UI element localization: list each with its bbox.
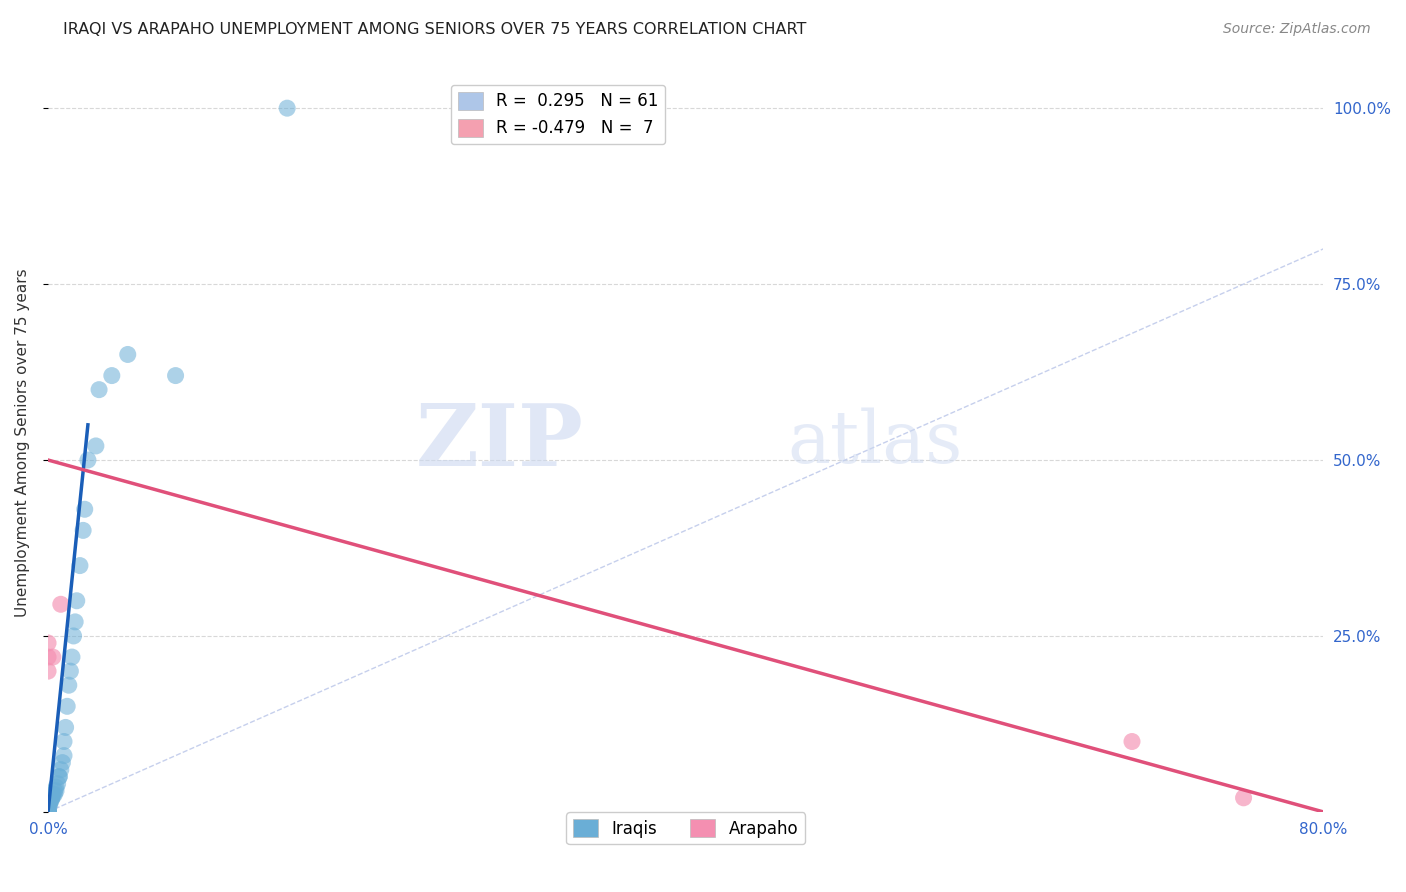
Point (37, 805, 59, 819)
Point (37, 805, 59, 819)
Point (38, 794, 60, 808)
Point (37, 805, 59, 819)
Point (38, 794, 60, 808)
Point (59, 664, 82, 678)
Point (39, 790, 62, 805)
Point (37, 805, 59, 819)
Point (58, 678, 80, 692)
Point (37, 805, 59, 819)
Point (62, 629, 84, 643)
Point (77, 453, 100, 467)
Point (42, 650, 65, 665)
Point (56, 699, 79, 714)
Point (55, 721, 77, 735)
Point (37, 805, 59, 819)
Point (39, 790, 62, 805)
Point (165, 368, 187, 383)
Point (39, 792, 62, 806)
Point (37, 799, 59, 814)
Point (1232, 790, 1254, 805)
Text: atlas: atlas (787, 407, 963, 478)
Point (37, 636, 59, 650)
Point (87, 383, 110, 397)
Point (37, 805, 59, 819)
Point (48, 770, 70, 784)
Point (46, 777, 69, 791)
Point (49, 597, 72, 611)
Point (37, 664, 59, 678)
Text: IRAQI VS ARAPAHO UNEMPLOYMENT AMONG SENIORS OVER 75 YEARS CORRELATION CHART: IRAQI VS ARAPAHO UNEMPLOYMENT AMONG SENI… (63, 22, 807, 37)
Point (39, 793, 62, 807)
Point (45, 780, 67, 795)
Point (51, 756, 73, 770)
Point (53, 748, 76, 763)
Point (37, 805, 59, 819)
Point (60, 650, 83, 665)
Point (73, 502, 96, 516)
Point (38, 797, 60, 811)
Point (101, 368, 124, 383)
Point (53, 734, 76, 748)
Point (38, 797, 60, 812)
Point (37, 805, 59, 819)
Point (72, 524, 94, 538)
Point (37, 801, 59, 815)
Point (49, 763, 72, 777)
Point (44, 787, 66, 801)
Y-axis label: Unemployment Among Seniors over 75 years: Unemployment Among Seniors over 75 years (15, 268, 30, 616)
Point (45, 784, 67, 798)
Text: Source: ZipAtlas.com: Source: ZipAtlas.com (1223, 22, 1371, 37)
Point (276, 101, 298, 115)
Point (37, 805, 59, 819)
Point (37, 805, 59, 819)
Point (48, 770, 70, 784)
Point (37, 650, 59, 665)
Point (42, 787, 65, 801)
Point (44, 784, 66, 798)
Point (37, 805, 59, 819)
Point (37, 801, 59, 815)
Point (69, 558, 91, 573)
Legend: Iraqis, Arapaho: Iraqis, Arapaho (567, 813, 806, 844)
Point (66, 594, 89, 608)
Point (1121, 734, 1143, 748)
Point (37, 805, 59, 819)
Point (37, 800, 59, 814)
Point (37, 805, 59, 819)
Point (37, 797, 59, 812)
Point (84, 439, 107, 453)
Point (63, 615, 86, 629)
Text: ZIP: ZIP (416, 401, 583, 484)
Point (37, 805, 59, 819)
Point (42, 789, 65, 804)
Point (37, 805, 59, 819)
Point (37, 805, 59, 819)
Point (117, 347, 139, 361)
